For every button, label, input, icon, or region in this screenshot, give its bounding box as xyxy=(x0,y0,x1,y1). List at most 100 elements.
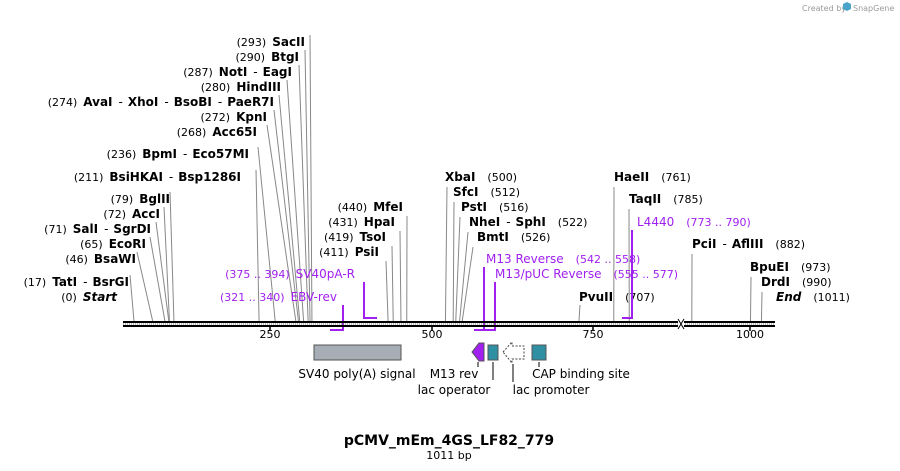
feature-label-lac-operator: lac operator xyxy=(418,383,491,397)
site-label-hindiii[interactable]: (280) HindIII xyxy=(201,80,281,94)
primer-label-sv40pa-r[interactable]: (375 .. 394) SV40pA-R xyxy=(225,267,355,281)
end-label: End (1011) xyxy=(776,290,850,304)
tick-500: 500 xyxy=(422,326,443,341)
sequence-backbone xyxy=(123,318,775,330)
site-label-psii[interactable]: (411) PsiI xyxy=(319,245,379,259)
site-label-nhei-sphi[interactable]: NheI - SphI (522) xyxy=(469,215,587,229)
ruler-ticks: 250 500 750 1000 xyxy=(260,326,764,341)
leader-line-nhei xyxy=(459,231,469,322)
primer-mark-l4440[interactable] xyxy=(622,230,633,319)
site-label-btgi[interactable]: (290) BtgI xyxy=(235,50,299,64)
credit-brand: SnapGene xyxy=(853,4,894,13)
site-label-sfci[interactable]: SfcI (512) xyxy=(453,185,520,199)
tick-label-500: 500 xyxy=(422,328,443,341)
site-label-bglii[interactable]: (79) BglII xyxy=(111,192,170,206)
features xyxy=(313,340,547,382)
site-label-sacii[interactable]: (293) SacII xyxy=(237,35,305,49)
leader-line-bmti xyxy=(461,246,474,322)
site-label-hpai[interactable]: (431) HpaI xyxy=(328,215,395,229)
tick-1000: 1000 xyxy=(736,326,764,341)
site-label-mfei[interactable]: (440) MfeI xyxy=(338,200,403,214)
site-label-psti[interactable]: PstI (516) xyxy=(461,200,529,214)
primer-mark-ebv-rev[interactable] xyxy=(330,305,344,331)
site-label-tati-bsrgi[interactable]: (17) TatI - BsrGI xyxy=(24,275,129,289)
primer-label-m13-puc-reverse[interactable]: M13/pUC Reverse (555 .. 577) xyxy=(495,267,678,281)
leader-line-bglii xyxy=(169,191,175,322)
leader-line-psii xyxy=(385,260,389,322)
leader-line-ecori xyxy=(149,236,166,322)
site-label-avai-group[interactable]: (274) AvaI - XhoI - BsoBI - PaeR7I xyxy=(48,95,274,109)
map-title: pCMV_mEm_4GS_LF82_779 xyxy=(344,433,554,449)
primer-label-ebv-rev[interactable]: (321 .. 340) EBV-rev xyxy=(220,290,337,304)
leader-line-btgi xyxy=(304,49,311,322)
leader-line-sacii xyxy=(309,34,313,322)
site-label-acc65i[interactable]: (268) Acc65I xyxy=(177,125,257,139)
map-length: 1011 bp xyxy=(426,449,471,462)
site-label-sali-sgrdi[interactable]: (71) SalI - SgrDI xyxy=(44,222,151,236)
feature-labels: SV40 poly(A) signal M13 rev lac operator… xyxy=(298,367,630,397)
tick-250: 250 xyxy=(260,326,281,341)
site-label-bpuei[interactable]: BpuEI (973) xyxy=(750,260,831,274)
site-label-ecori[interactable]: (65) EcoRI xyxy=(80,237,146,251)
leader-line-xbai xyxy=(444,186,448,322)
leader-line-tsoi xyxy=(391,245,394,322)
primer-labels: (375 .. 394) SV40pA-R (321 .. 340) EBV-rev… xyxy=(220,215,751,304)
tick-label-750: 750 xyxy=(583,328,604,341)
leader-line-sali xyxy=(155,221,170,322)
primer-mark-m13-reverse[interactable] xyxy=(474,267,485,331)
site-label-pcii-afliii[interactable]: PciI - AflIII (882) xyxy=(692,237,805,251)
site-label-drdi[interactable]: DrdI (990) xyxy=(761,275,832,289)
primer-mark-sv40pa-r[interactable] xyxy=(363,282,377,319)
tick-label-1000: 1000 xyxy=(736,328,764,341)
feature-cap-binding-site[interactable] xyxy=(531,344,547,361)
leader-line-kpni xyxy=(273,109,299,322)
leader-line-drdi xyxy=(760,291,763,322)
site-label-tsoi[interactable]: (419) TsoI xyxy=(324,230,386,244)
break-mark-icon xyxy=(677,318,685,330)
snapgene-logo-icon xyxy=(843,2,851,11)
leader-line-acci xyxy=(163,206,170,322)
primer-label-l4440[interactable]: L4440 (773 .. 790) xyxy=(637,215,751,229)
snapgene-credit: Created by SnapGene xyxy=(802,2,894,13)
site-label-acci[interactable]: (72) AccI xyxy=(103,207,160,221)
site-label-bsihkai-bsp1286i[interactable]: (211) BsiHKAI - Bsp1286I xyxy=(74,170,241,184)
tick-750: 750 xyxy=(583,326,604,341)
site-label-xbai[interactable]: XbaI (500) xyxy=(445,170,517,184)
site-labels: (293) SacII (290) BtgI (287) NotI - EagI (280… xyxy=(24,35,850,304)
feature-label-sv40-polya: SV40 poly(A) signal xyxy=(298,367,415,381)
leader-line-hindiii xyxy=(286,79,305,322)
leader-line-bpmi xyxy=(257,146,276,322)
leader-line-psti xyxy=(455,216,461,322)
site-label-bsawi[interactable]: (46) BsaWI xyxy=(65,252,136,266)
site-label-noti-eagi[interactable]: (287) NotI - EagI xyxy=(183,65,292,79)
feature-label-cap-binding-site: CAP binding site xyxy=(532,367,630,381)
primer-mark-m13-puc-reverse[interactable] xyxy=(480,282,496,331)
feature-label-m13-rev: M13 rev xyxy=(430,367,479,381)
leader-line-pvuii xyxy=(578,304,581,322)
leader-line-sfci xyxy=(452,201,455,322)
site-label-pvuii[interactable]: PvuII (707) xyxy=(579,290,655,304)
feature-lac-operator[interactable] xyxy=(487,344,499,361)
site-label-haeii[interactable]: HaeII (761) xyxy=(614,170,691,184)
leader-line-avai xyxy=(278,94,301,322)
feature-m13-rev[interactable] xyxy=(471,342,485,362)
leader-line-noti xyxy=(298,64,309,322)
leader-line-acc65i xyxy=(266,124,297,322)
feature-sv40-polya[interactable] xyxy=(313,344,402,361)
leader-line-tati xyxy=(129,274,135,322)
primer-marks xyxy=(330,230,633,331)
leader-line-bsihkai xyxy=(255,169,260,322)
leader-line-bpuei xyxy=(749,276,752,322)
start-label: (0) Start xyxy=(61,290,118,304)
leader-line-bsawi xyxy=(136,251,154,322)
feature-lac-promoter[interactable] xyxy=(502,340,525,365)
site-label-bmti[interactable]: BmtI (526) xyxy=(477,230,550,244)
site-label-taqii[interactable]: TaqII (785) xyxy=(629,192,703,206)
leader-line-hpai xyxy=(399,230,402,322)
site-label-bpmi-eco57mi[interactable]: (236) BpmI - Eco57MI xyxy=(107,147,249,161)
credit-prefix: Created by xyxy=(802,4,846,13)
primer-label-m13-reverse[interactable]: M13 Reverse (542 .. 558) xyxy=(486,252,640,266)
site-label-kpni[interactable]: (272) KpnI xyxy=(201,110,268,124)
leader-lines xyxy=(129,34,763,322)
